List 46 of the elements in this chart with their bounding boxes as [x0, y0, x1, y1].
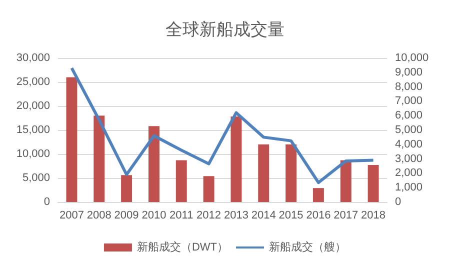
bar: [148, 126, 160, 202]
bar: [230, 116, 242, 202]
y2-tick-label: 1,000: [395, 182, 423, 194]
bar: [94, 116, 105, 202]
x-tick-label: 2014: [251, 210, 276, 222]
y2-tick-label: 9,000: [395, 66, 423, 78]
x-tick-label: 2017: [334, 210, 358, 222]
bar: [66, 77, 78, 202]
x-tick-label: 2013: [224, 210, 248, 222]
y2-tick-label: 0: [395, 196, 402, 208]
bar: [312, 188, 324, 202]
line-series: [70, 66, 375, 184]
x-tick-label: 2010: [142, 210, 166, 222]
legend-label: 新船成交（艘）: [269, 240, 346, 254]
y2-tick-label: 2,000: [395, 167, 423, 180]
bar: [121, 175, 132, 202]
bar: [286, 144, 297, 202]
bar: [176, 160, 187, 202]
y2-tick-label: 7,000: [395, 95, 423, 108]
x-tick-label: 2016: [306, 210, 331, 222]
y2-tick-label: 10,000: [395, 52, 429, 64]
x-tick-label: 2007: [59, 210, 84, 222]
y-tick-label: 20,000: [16, 100, 50, 112]
y-tick-label: 5,000: [22, 172, 50, 184]
x-tick-label: 2011: [170, 210, 194, 222]
y2-tick-label: 8,000: [395, 80, 423, 93]
bar: [340, 160, 352, 202]
y2-tick-label: 4,000: [395, 138, 423, 150]
legend-label: 新船成交（DWT）: [136, 240, 228, 254]
bar: [368, 165, 379, 202]
y-tick-label: 10,000: [16, 148, 50, 160]
bar: [258, 144, 270, 202]
x-tick-label: 2012: [196, 210, 222, 222]
y-tick-label: 0: [44, 196, 50, 208]
x-tick-label: 2015: [278, 210, 304, 222]
y-tick-label: 25,000: [16, 76, 50, 88]
x-tick-label: 2008: [86, 210, 112, 222]
x-tick-label: 2018: [361, 210, 386, 222]
y-tick-label: 30,000: [16, 52, 50, 64]
bar: [203, 176, 214, 202]
y2-tick-label: 6,000: [395, 110, 423, 122]
y-tick-label: 15,000: [16, 124, 50, 136]
chart-title: 全球新船成交量: [166, 20, 284, 39]
y2-tick-label: 3,000: [395, 152, 423, 165]
x-tick-label: 2009: [114, 210, 139, 222]
y2-tick-label: 5,000: [395, 124, 423, 136]
